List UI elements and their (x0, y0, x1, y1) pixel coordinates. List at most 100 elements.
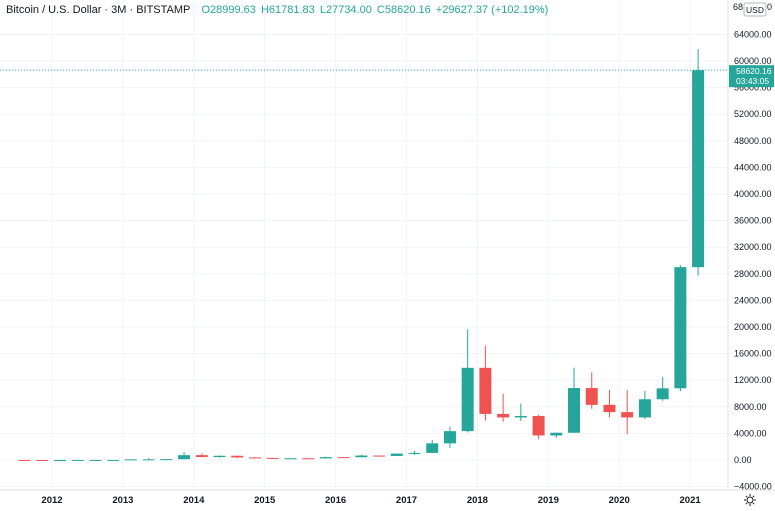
candle[interactable] (692, 49, 705, 276)
candle-body (532, 415, 545, 436)
candle[interactable] (36, 459, 49, 461)
candle[interactable] (550, 432, 563, 438)
y-tick-label: 16000.00 (734, 349, 772, 359)
candle[interactable] (18, 459, 31, 461)
candle-body (373, 455, 386, 457)
y-tick-label: 20000.00 (734, 322, 772, 332)
candle-body (461, 367, 474, 432)
candle-body (656, 388, 669, 400)
candle[interactable] (195, 453, 208, 458)
candles-layer (18, 49, 705, 461)
candle-body (337, 457, 350, 459)
candle[interactable] (266, 457, 279, 459)
candle-body (603, 404, 616, 413)
candle[interactable] (603, 389, 616, 418)
y-tick-label: 52000.00 (734, 109, 772, 119)
candle-body (302, 458, 315, 460)
y-tick-label: 28000.00 (734, 269, 772, 279)
candle-body (248, 457, 261, 459)
candle-body (674, 267, 687, 389)
candle-body (160, 459, 173, 461)
legend-low: L27734.00 (319, 4, 372, 16)
candle-body (71, 459, 84, 461)
y-tick-label: 36000.00 (734, 216, 772, 226)
candle[interactable] (231, 455, 244, 459)
candle[interactable] (319, 456, 332, 459)
candle[interactable] (178, 452, 191, 460)
y-tick-label: 56000.00 (734, 83, 772, 93)
candle[interactable] (142, 458, 155, 461)
y-tick-label: 24000.00 (734, 295, 772, 305)
y-tick-label: 60000.00 (734, 56, 772, 66)
candle-body (550, 432, 563, 436)
x-tick-label: 2013 (112, 495, 133, 506)
y-tick-label: 64000.00 (734, 29, 772, 39)
chart-legend: Bitcoin / U.S. Dollar · 3M · BITSTAMP O2… (6, 4, 548, 16)
symbol-title[interactable]: Bitcoin / U.S. Dollar · 3M · BITSTAMP (6, 4, 191, 16)
legend-change: +29627.37 (+102.19%) (435, 4, 549, 16)
candle-body (621, 412, 634, 418)
last-price-value: 58620.16 (736, 66, 772, 76)
candle-body (124, 459, 137, 461)
candle[interactable] (355, 454, 368, 458)
candle[interactable] (337, 456, 350, 459)
candle-body (36, 459, 49, 461)
last-price-tag-box (729, 65, 774, 88)
candle-body (213, 455, 226, 458)
candle[interactable] (568, 367, 581, 434)
candle[interactable] (497, 393, 510, 422)
candle[interactable] (89, 459, 102, 461)
y-tick-label: 48000.00 (734, 136, 772, 146)
candle[interactable] (514, 403, 527, 422)
candle-body (319, 457, 332, 459)
price-axis-top-label: 68 (733, 2, 743, 12)
candle-body (585, 388, 598, 405)
candle[interactable] (54, 459, 66, 461)
candle[interactable] (656, 377, 669, 401)
currency-button[interactable]: USD (743, 2, 767, 17)
candle[interactable] (585, 372, 598, 409)
candle[interactable] (674, 265, 687, 392)
legend-high: H61781.83 (260, 4, 315, 16)
price-axis-menu-label[interactable]: 0 (767, 2, 772, 12)
x-tick-label: 2018 (467, 495, 488, 506)
candle[interactable] (621, 390, 634, 435)
candle[interactable] (302, 457, 315, 460)
candle[interactable] (107, 459, 120, 461)
candle-body (568, 388, 581, 433)
candle[interactable] (160, 459, 173, 461)
currency-label: USD (746, 5, 764, 15)
candle-body (408, 452, 421, 454)
candle-body (638, 399, 651, 418)
settings-gear-icon[interactable] (744, 494, 756, 506)
candle[interactable] (532, 414, 545, 440)
legend-open: O28999.63 (201, 4, 256, 16)
candle[interactable] (71, 459, 84, 461)
candle[interactable] (443, 426, 456, 448)
candle-body (390, 453, 403, 456)
candle-body (54, 459, 66, 461)
price-axis[interactable]: −4000.00 0.00 4000.00 8000.00 12000.00 16000.… (734, 29, 772, 491)
candle[interactable] (638, 390, 651, 420)
candle-body (231, 455, 244, 458)
candle[interactable] (373, 455, 386, 457)
candle[interactable] (390, 453, 403, 457)
x-tick-label: 2017 (396, 495, 417, 506)
y-tick-label: 0.00 (734, 455, 752, 465)
y-tick-label: 40000.00 (734, 189, 772, 199)
candle[interactable] (124, 459, 137, 461)
candle[interactable] (479, 345, 492, 421)
candle[interactable] (426, 440, 439, 453)
x-tick-label: 2021 (680, 495, 702, 506)
y-tick-label: 4000.00 (734, 428, 767, 438)
candle[interactable] (408, 451, 421, 456)
candle[interactable] (248, 456, 261, 459)
candle[interactable] (213, 455, 226, 458)
candle-body (497, 413, 510, 418)
x-tick-label: 2019 (538, 495, 559, 506)
candle-body (89, 459, 102, 461)
candle[interactable] (284, 458, 297, 460)
time-axis[interactable]: 2012 2013 2014 2015 2016 2017 2018 2019 2020 2021 (41, 495, 701, 506)
candle[interactable] (461, 329, 474, 433)
